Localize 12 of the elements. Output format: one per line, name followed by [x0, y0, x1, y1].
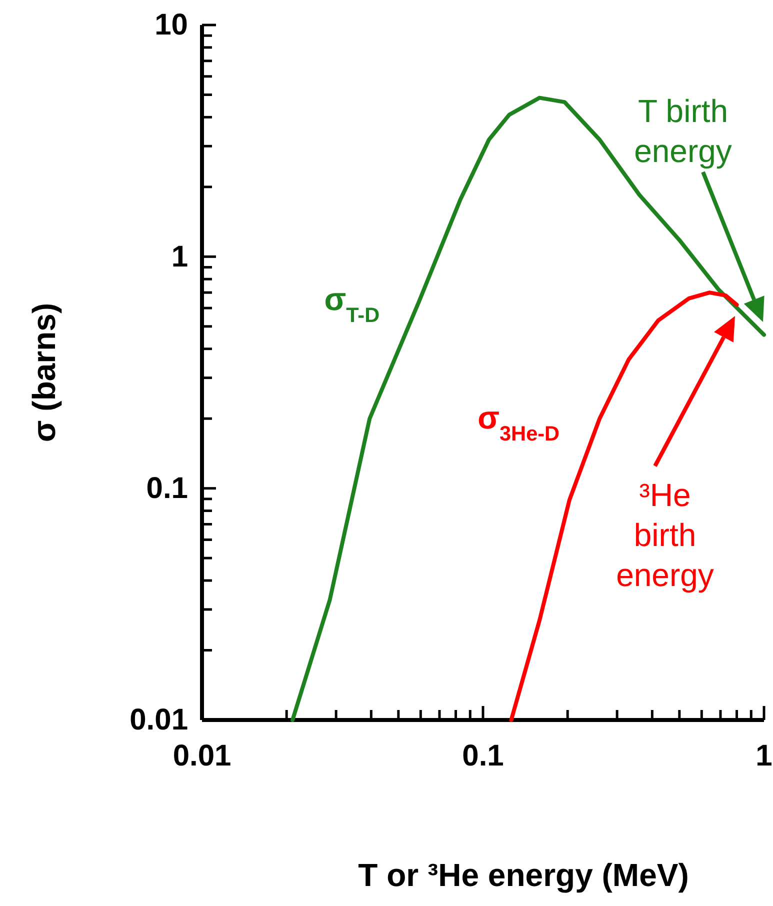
y-tick-label: 10 [154, 8, 188, 42]
series-label: σ$_{T-D}$ [324, 281, 380, 327]
y-tick-label: 0.1 [146, 472, 188, 505]
annotation: ³He birth energy [616, 477, 714, 593]
x-tick-label: 1 [756, 739, 772, 772]
annotation: T birth energy [634, 93, 732, 169]
x-axis-title: T or ³He energy (MeV) [358, 857, 689, 893]
y-tick-label: 0.01 [130, 704, 188, 737]
x-tick-label: 0.1 [462, 739, 504, 772]
series-label: σ$_{3He-D}$ [478, 400, 560, 446]
y-tick-label: 1 [171, 240, 188, 274]
y-axis-title: σ (barns) [26, 302, 62, 442]
